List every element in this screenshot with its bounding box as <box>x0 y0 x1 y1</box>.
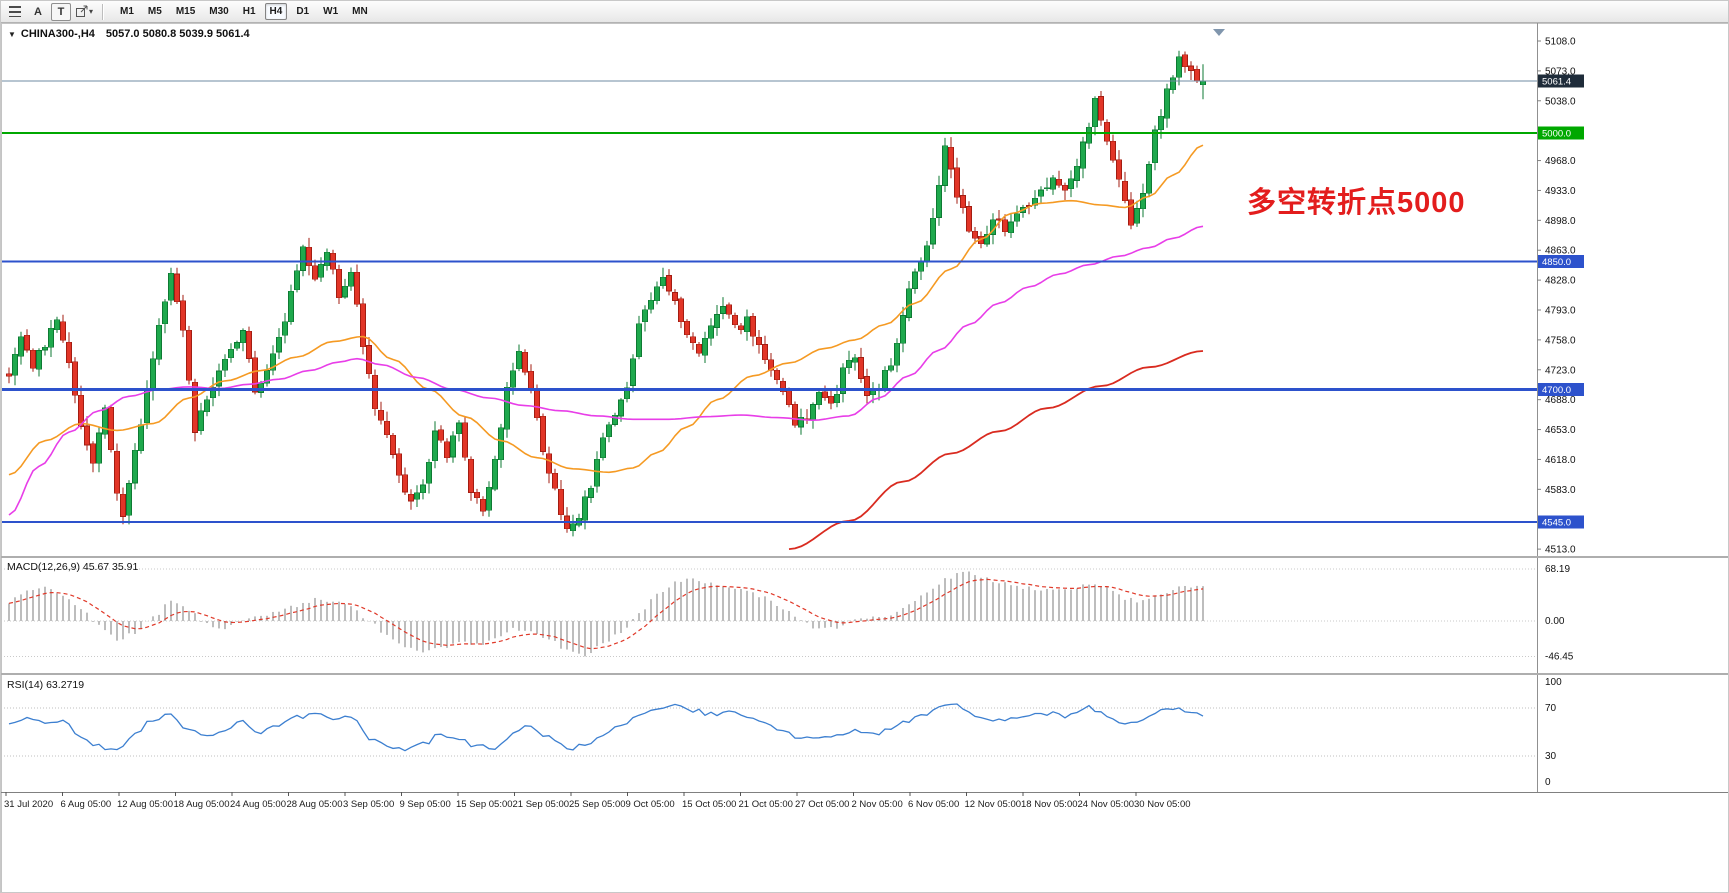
shape-arrow-icon <box>76 5 88 17</box>
svg-text:5000.0: 5000.0 <box>1542 129 1571 140</box>
svg-text:6 Nov 05:00: 6 Nov 05:00 <box>908 799 959 810</box>
svg-text:4793.0: 4793.0 <box>1545 306 1576 317</box>
svg-text:28 Aug 05:00: 28 Aug 05:00 <box>287 799 343 810</box>
svg-text:9 Sep 05:00: 9 Sep 05:00 <box>400 799 451 810</box>
current-price-line-badge <box>1538 74 1584 88</box>
svg-text:4545.0: 4545.0 <box>1542 517 1571 528</box>
toolbar-separator <box>102 3 104 20</box>
price-chart-svg[interactable]: 5108.0 5073.0 5038.0 4968.0 4933.0 4898.0 4863… <box>1 23 1729 893</box>
text-label-tool-button[interactable]: T <box>51 2 71 21</box>
macd-signal-line <box>8 578 1204 650</box>
panel-borders <box>1 23 1728 892</box>
rsi-axis: 100 70 30 0 <box>1545 677 1562 788</box>
svg-text:5061.4: 5061.4 <box>1542 76 1571 87</box>
svg-text:0.00: 0.00 <box>1545 616 1565 627</box>
svg-text:4863.0: 4863.0 <box>1545 246 1576 257</box>
svg-text:4933.0: 4933.0 <box>1545 186 1576 197</box>
level-4545-badge <box>1538 515 1584 529</box>
svg-text:6 Aug 05:00: 6 Aug 05:00 <box>61 799 112 810</box>
level-4700-badge <box>1538 382 1584 396</box>
svg-text:0: 0 <box>1545 777 1551 788</box>
svg-text:12 Aug 05:00: 12 Aug 05:00 <box>117 799 173 810</box>
chart-lines-tool-button[interactable] <box>5 3 25 21</box>
svg-text:15 Sep 05:00: 15 Sep 05:00 <box>456 799 513 810</box>
svg-text:15 Oct 05:00: 15 Oct 05:00 <box>682 799 736 810</box>
svg-text:4898.0: 4898.0 <box>1545 216 1576 227</box>
svg-text:68.19: 68.19 <box>1545 564 1570 575</box>
svg-text:5038.0: 5038.0 <box>1545 96 1576 107</box>
svg-text:3 Sep 05:00: 3 Sep 05:00 <box>343 799 394 810</box>
svg-text:5073.0: 5073.0 <box>1545 66 1576 77</box>
macd-level-lines <box>1 568 1537 657</box>
svg-text:4828.0: 4828.0 <box>1545 276 1576 287</box>
chart-shift-marker-icon[interactable] <box>1213 29 1225 36</box>
price-axis: 5108.0 5073.0 5038.0 4968.0 4933.0 4898.0 4863… <box>1537 37 1576 556</box>
svg-text:30: 30 <box>1545 751 1557 762</box>
svg-text:18 Aug 05:00: 18 Aug 05:00 <box>174 799 230 810</box>
chart-area[interactable]: 5108.0 5073.0 5038.0 4968.0 4933.0 4898.0 4863… <box>1 23 1729 893</box>
svg-text:5108.0: 5108.0 <box>1545 37 1576 48</box>
triangle-icon[interactable]: ▼ <box>8 29 16 39</box>
svg-text:2 Nov 05:00: 2 Nov 05:00 <box>852 799 903 810</box>
timeframe-button-h1[interactable]: H1 <box>242 6 256 17</box>
level-5000-badge <box>1538 126 1584 140</box>
svg-text:4583.0: 4583.0 <box>1545 485 1576 496</box>
svg-text:-46.45: -46.45 <box>1545 651 1574 662</box>
horizontal-lines-icon <box>9 6 21 17</box>
svg-text:30 Nov 05:00: 30 Nov 05:00 <box>1134 799 1191 810</box>
svg-text:4618.0: 4618.0 <box>1545 455 1576 466</box>
time-axis: 31 Jul 2020 6 Aug 05:00 12 Aug 05:00 18 Aug… <box>4 792 1191 810</box>
ma-line-slow-ma <box>788 350 1204 550</box>
shapes-dropdown-button[interactable]: ▾ <box>74 3 94 21</box>
price-badges: 5061.4 5000.0 4850.0 4700.0 4545.0 <box>1538 74 1584 529</box>
timeframe-button-m1[interactable]: M1 <box>120 6 134 17</box>
svg-text:9 Oct 05:00: 9 Oct 05:00 <box>626 799 675 810</box>
macd-histogram <box>8 571 1204 657</box>
svg-text:21 Oct 05:00: 21 Oct 05:00 <box>739 799 793 810</box>
svg-text:27 Oct 05:00: 27 Oct 05:00 <box>795 799 849 810</box>
timeframe-group: M1 M5 M15 M30 H1 H4 D1 W1 MN <box>115 3 373 20</box>
timeframe-button-m30[interactable]: M30 <box>209 6 229 17</box>
timeframe-button-h4[interactable]: H4 <box>264 3 288 20</box>
svg-text:4700.0: 4700.0 <box>1542 385 1571 396</box>
svg-text:24 Nov 05:00: 24 Nov 05:00 <box>1078 799 1135 810</box>
svg-text:18 Nov 05:00: 18 Nov 05:00 <box>1021 799 1078 810</box>
macd-axis: 68.19 0.00 -46.45 <box>1545 564 1574 662</box>
svg-text:24 Aug 05:00: 24 Aug 05:00 <box>230 799 286 810</box>
svg-text:4850.0: 4850.0 <box>1542 257 1571 268</box>
rsi-level-lines <box>1 707 1537 757</box>
svg-text:4758.0: 4758.0 <box>1545 335 1576 346</box>
timeframe-button-m15[interactable]: M15 <box>175 6 196 17</box>
timeframe-button-mn[interactable]: MN <box>352 6 368 17</box>
svg-text:100: 100 <box>1545 677 1562 688</box>
timeframe-button-w1[interactable]: W1 <box>323 6 339 17</box>
candlestick-series[interactable] <box>6 50 1206 537</box>
svg-text:4513.0: 4513.0 <box>1545 545 1576 556</box>
timeframe-button-m5[interactable]: M5 <box>147 6 162 17</box>
chevron-down-icon: ▾ <box>89 7 94 16</box>
horizontal-lines[interactable] <box>1 80 1537 523</box>
svg-text:31 Jul 2020: 31 Jul 2020 <box>4 799 53 810</box>
svg-text:12 Nov 05:00: 12 Nov 05:00 <box>965 799 1022 810</box>
rsi-line <box>8 703 1204 752</box>
toolbar: A T ▾ M1 M5 M15 M30 H1 H4 D1 W1 MN <box>1 1 1728 23</box>
svg-text:4653.0: 4653.0 <box>1545 425 1576 436</box>
ma-line-fast-ma <box>8 144 1204 476</box>
svg-text:4688.0: 4688.0 <box>1545 395 1576 406</box>
text-tool-button[interactable]: A <box>34 5 42 18</box>
svg-text:21 Sep 05:00: 21 Sep 05:00 <box>513 799 570 810</box>
svg-text:25 Sep 05:00: 25 Sep 05:00 <box>569 799 626 810</box>
svg-text:4968.0: 4968.0 <box>1545 156 1576 167</box>
level-4850-badge <box>1538 254 1584 268</box>
svg-text:4723.0: 4723.0 <box>1545 365 1576 376</box>
svg-text:70: 70 <box>1545 703 1557 714</box>
timeframe-button-d1[interactable]: D1 <box>296 6 310 17</box>
